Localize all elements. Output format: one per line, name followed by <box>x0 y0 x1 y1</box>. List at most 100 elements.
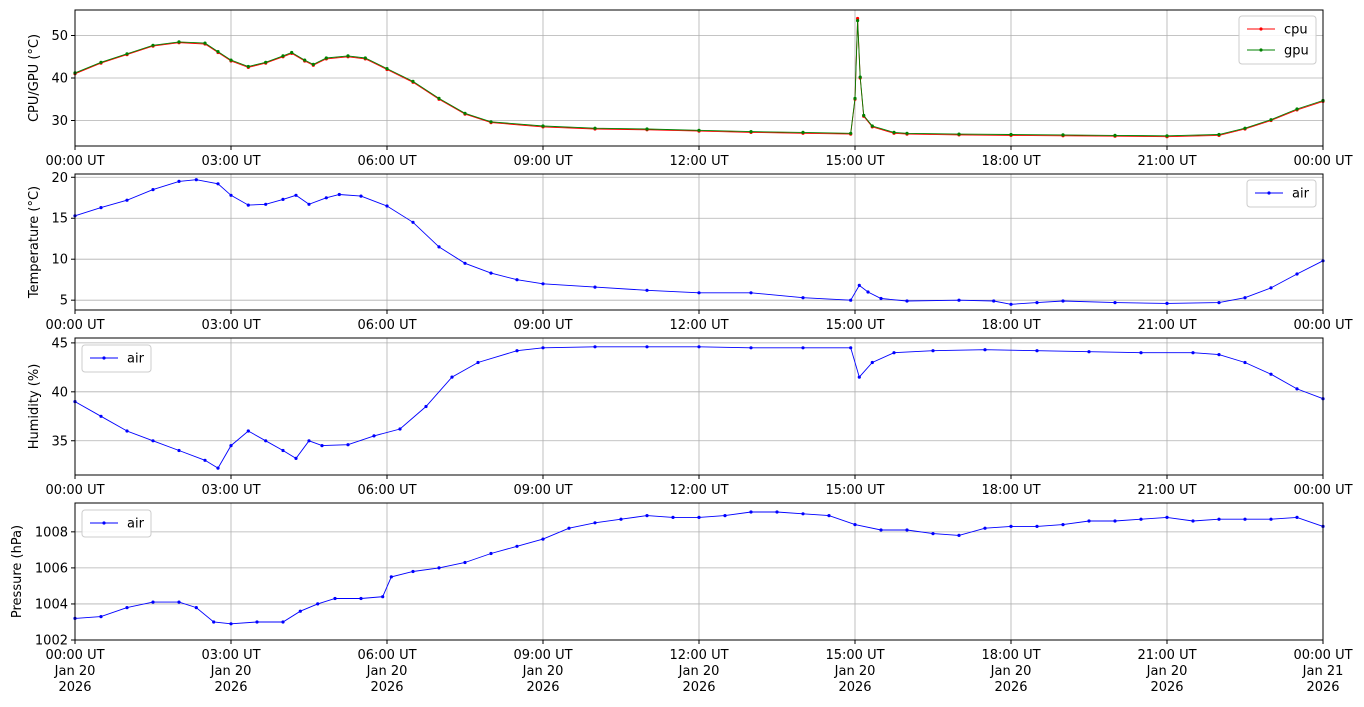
y-tick-label: 1002 <box>35 634 68 649</box>
x-tick-label: 00:00 UT Jan 21 2026 <box>1293 648 1352 695</box>
data-point-air <box>333 596 337 601</box>
data-point-air <box>1061 523 1065 527</box>
data-point-air <box>849 298 853 302</box>
x-tick-label-line: 06:00 UT <box>357 318 416 333</box>
data-point-air <box>1009 524 1013 529</box>
data-point-air <box>541 282 545 286</box>
data-point-air <box>298 609 302 613</box>
legend-box <box>81 509 152 538</box>
x-tick-label: 00:00 UT <box>45 483 104 498</box>
data-point-gpu <box>957 132 961 136</box>
x-tick-label-line: Jan 20 <box>210 664 252 679</box>
x-tick-label: 21:00 UT Jan 20 2026 <box>1137 648 1196 695</box>
legend: cpu gpu <box>1238 15 1317 65</box>
legend-marker-air <box>1267 191 1271 195</box>
data-point-air <box>1009 302 1013 306</box>
data-point-air <box>229 444 233 448</box>
data-point-air <box>957 533 961 538</box>
legend-marker-gpu <box>1259 48 1263 52</box>
data-point-air <box>125 606 129 610</box>
data-point-air <box>775 510 779 514</box>
data-point-air <box>324 196 328 200</box>
y-tick-label: 30 <box>51 114 68 129</box>
data-point-gpu <box>463 111 467 115</box>
x-tick-label-line: 18:00 UT <box>981 648 1040 663</box>
x-tick-label-line: 15:00 UT <box>825 318 884 333</box>
data-point-air <box>294 456 298 460</box>
data-point-gpu <box>177 40 181 44</box>
data-point-gpu <box>324 56 328 60</box>
y-tick-label: 1008 <box>35 525 68 540</box>
series-line-cpu <box>74 18 1324 138</box>
y-tick-label: 1006 <box>35 561 68 576</box>
data-point-air <box>489 271 493 275</box>
data-point-air <box>1191 351 1195 355</box>
data-point-gpu <box>216 50 220 54</box>
legend-label-air: air <box>127 517 145 532</box>
data-point-air <box>567 526 571 530</box>
series-line-gpu <box>74 20 1324 137</box>
x-tick-label: 09:00 UT Jan 20 2026 <box>513 648 572 695</box>
x-tick-label-line: 2026 <box>1306 680 1339 695</box>
data-point-air <box>749 291 753 295</box>
x-tick-label: 03:00 UT Jan 20 2026 <box>201 648 260 695</box>
x-tick-label-line: 2026 <box>838 680 871 695</box>
data-point-air <box>389 575 393 579</box>
data-point-air <box>1191 519 1195 523</box>
data-point-air <box>1269 517 1273 521</box>
data-point-air <box>346 443 350 447</box>
x-tick-label: 00:00 UT <box>45 154 104 169</box>
data-point-gpu <box>1217 132 1221 137</box>
y-tick-label: 40 <box>51 72 68 87</box>
data-point-gpu <box>489 120 493 124</box>
data-point-gpu <box>1009 132 1013 137</box>
legend-box <box>1238 15 1317 65</box>
data-point-air <box>216 466 220 470</box>
x-tick-label-line: 12:00 UT <box>669 154 728 169</box>
legend-label-gpu: gpu <box>1284 44 1309 59</box>
y-tick-label: 10 <box>51 253 68 268</box>
x-tick-label: 00:00 UT <box>1293 154 1352 169</box>
data-point-air <box>372 434 376 438</box>
x-tick-label-line: Jan 20 <box>54 664 96 679</box>
data-point-air <box>879 528 883 532</box>
data-point-gpu <box>1165 134 1169 138</box>
data-point-gpu <box>858 75 862 79</box>
data-point-air <box>892 351 896 355</box>
data-point-air <box>671 515 675 520</box>
data-point-air <box>437 245 441 249</box>
data-point-gpu <box>99 60 103 64</box>
data-point-gpu <box>346 54 350 58</box>
data-point-gpu <box>1269 118 1273 122</box>
x-tick-label: 15:00 UT <box>825 483 884 498</box>
x-tick-label-line: 21:00 UT <box>1137 648 1196 663</box>
data-point-air <box>359 596 363 601</box>
x-tick-label-line: 2026 <box>682 680 715 695</box>
y-tick-label: 15 <box>51 212 68 227</box>
x-tick-label-line: Jan 20 <box>366 664 408 679</box>
legend: air <box>81 344 152 373</box>
data-point-air <box>294 193 298 197</box>
data-point-air <box>194 606 198 610</box>
x-tick-label: 09:00 UT <box>513 483 572 498</box>
data-point-air <box>1087 519 1091 523</box>
x-tick-label-line: 2026 <box>1150 680 1183 695</box>
x-tick-label-line: Jan 21 <box>1302 664 1344 679</box>
data-point-air <box>151 439 155 443</box>
data-point-air <box>463 261 467 265</box>
x-tick-label-line: 00:00 UT <box>1293 154 1352 169</box>
x-tick-label-line: 15:00 UT <box>825 154 884 169</box>
data-point-air <box>593 285 597 289</box>
data-point-gpu <box>1061 133 1065 137</box>
y-tick-label: 5 <box>60 294 68 309</box>
series-line-air <box>74 511 1324 625</box>
data-point-gpu <box>801 130 805 134</box>
data-point-gpu <box>645 127 649 131</box>
data-point-gpu <box>229 58 233 62</box>
data-point-air <box>255 620 259 624</box>
data-point-gpu <box>593 126 597 130</box>
y-axis-label: Humidity (%) <box>27 364 42 450</box>
data-point-air <box>1217 301 1221 305</box>
data-point-gpu <box>303 58 307 62</box>
